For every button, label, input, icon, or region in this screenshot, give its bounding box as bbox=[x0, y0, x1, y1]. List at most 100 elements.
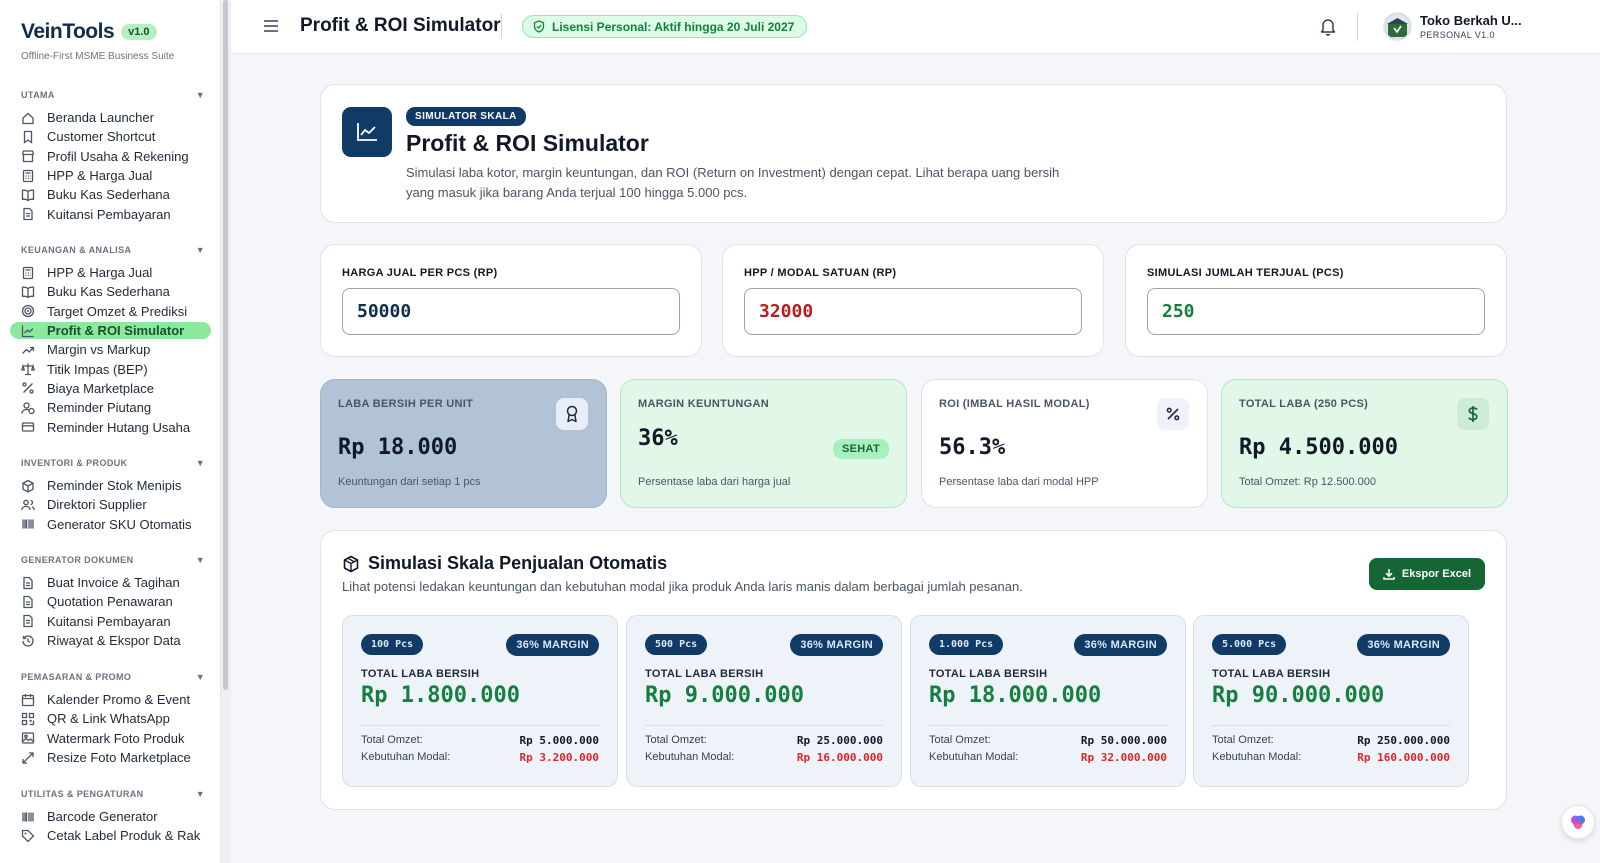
calculator-icon bbox=[21, 266, 35, 280]
sidebar-item-barcode-generator[interactable]: Barcode Generator bbox=[21, 807, 205, 826]
tier-omzet-row: Total Omzet: Rp 25.000.000 bbox=[645, 734, 883, 747]
sidebar-item-label: HPP & Harga Jual bbox=[47, 168, 153, 184]
sidebar-section-header[interactable]: UTAMA ▼ bbox=[21, 88, 205, 102]
quantity-pill: 1.000 Pcs bbox=[929, 634, 1004, 655]
sidebar-item-label: Profit & ROI Simulator bbox=[47, 323, 185, 339]
selling-price-label: HARGA JUAL PER PCS (RP) bbox=[342, 267, 498, 279]
book-icon bbox=[21, 285, 35, 299]
quantity-input[interactable] bbox=[1147, 288, 1485, 335]
sidebar-item-profil-usaha-rekening[interactable]: Profil Usaha & Rekening bbox=[21, 147, 205, 166]
chevron-down-icon[interactable]: ▼ bbox=[195, 245, 205, 255]
sidebar-item-beranda-launcher[interactable]: Beranda Launcher bbox=[21, 108, 205, 127]
selling-price-input[interactable] bbox=[342, 288, 680, 335]
sidebar-item-quotation-penawaran[interactable]: Quotation Penawaran bbox=[21, 592, 205, 611]
avatar[interactable] bbox=[1383, 12, 1412, 41]
sidebar-item-titik-impas-bep[interactable]: Titik Impas (BEP) bbox=[21, 359, 205, 378]
sidebar-item-label: Target Omzet & Prediksi bbox=[47, 303, 188, 319]
hero-badge: SIMULATOR SKALA bbox=[406, 107, 526, 126]
sidebar-item-profit-roi-simulator[interactable]: Profit & ROI Simulator bbox=[10, 321, 211, 340]
user-name[interactable]: Toko Berkah U... bbox=[1420, 13, 1522, 28]
license-badge: Lisensi Personal: Aktif hingga 20 Juli 2… bbox=[522, 15, 808, 38]
hero-card: SIMULATOR SKALA Profit & ROI Simulator S… bbox=[320, 84, 1507, 223]
sidebar-item-reminder-hutang-usaha[interactable]: Reminder Hutang Usaha bbox=[21, 417, 205, 436]
tier-omzet-row: Total Omzet: Rp 5.000.000 bbox=[361, 734, 599, 747]
sidebar-item-label: Buku Kas Sederhana bbox=[47, 284, 170, 300]
stat-subtext: Persentase laba dari harga jual bbox=[638, 476, 791, 488]
cost-input[interactable] bbox=[744, 288, 1082, 335]
sidebar-item-label: Profil Usaha & Rekening bbox=[47, 148, 189, 164]
sidebar-item-buku-kas-sederhana[interactable]: Buku Kas Sederhana bbox=[21, 185, 205, 204]
sidebar-item-riwayat-ekspor-data[interactable]: Riwayat & Ekspor Data bbox=[21, 631, 205, 650]
sidebar-item-kalender-promo-event[interactable]: Kalender Promo & Event bbox=[21, 690, 205, 709]
stat-subtext: Keuntungan dari setiap 1 pcs bbox=[338, 476, 481, 488]
sidebar-item-biaya-marketplace[interactable]: Biaya Marketplace bbox=[21, 379, 205, 398]
credit-card-icon bbox=[21, 420, 35, 434]
scale-title: Simulasi Skala Penjualan Otomatis bbox=[368, 553, 668, 573]
sidebar-item-label: Kalender Promo & Event bbox=[47, 692, 191, 708]
assistant-brain-icon[interactable] bbox=[1561, 805, 1595, 839]
barcode-icon bbox=[21, 810, 35, 824]
bell-icon[interactable] bbox=[1319, 17, 1337, 41]
chevron-down-icon[interactable]: ▼ bbox=[195, 90, 205, 100]
chevron-down-icon[interactable]: ▼ bbox=[195, 672, 205, 682]
menu-icon[interactable] bbox=[263, 18, 279, 39]
sidebar-item-label: Resize Foto Marketplace bbox=[47, 750, 191, 766]
tier-modal-row: Kebutuhan Modal: Rp 32.000.000 bbox=[929, 751, 1167, 764]
chevron-down-icon[interactable]: ▼ bbox=[195, 789, 205, 799]
sidebar-item-qr-link-whatsapp[interactable]: QR & Link WhatsApp bbox=[21, 709, 205, 728]
sidebar-item-hpp-harga-jual[interactable]: HPP & Harga Jual bbox=[21, 166, 205, 185]
scale-tier-card: 100 Pcs 36% MARGIN TOTAL LABA BERSIH Rp … bbox=[342, 615, 618, 787]
calculator-icon bbox=[21, 169, 35, 183]
sidebar-item-watermark-foto-produk[interactable]: Watermark Foto Produk bbox=[21, 729, 205, 748]
sidebar-item-cetak-label-produk-rak[interactable]: Cetak Label Produk & Rak bbox=[21, 826, 205, 845]
barcode-icon bbox=[21, 517, 35, 531]
sidebar-item-resize-foto-marketplace[interactable]: Resize Foto Marketplace bbox=[21, 748, 205, 767]
chart-line-icon bbox=[21, 324, 35, 338]
chevron-down-icon[interactable]: ▼ bbox=[195, 555, 205, 565]
margin-pill: 36% MARGIN bbox=[790, 634, 883, 656]
header-divider bbox=[501, 14, 502, 38]
chevron-down-icon[interactable]: ▼ bbox=[195, 458, 205, 468]
download-icon bbox=[1383, 569, 1395, 580]
box-icon bbox=[21, 479, 35, 493]
stat-label: TOTAL LABA (250 PCS) bbox=[1239, 398, 1369, 410]
stat-card-margin: MARGIN KEUNTUNGAN 36% SEHAT Persentase l… bbox=[620, 379, 907, 508]
users-icon bbox=[21, 498, 35, 512]
sidebar-item-label: Reminder Stok Menipis bbox=[47, 478, 182, 494]
scale-subtitle: Lihat potensi ledakan keuntungan dan keb… bbox=[342, 579, 1023, 594]
user-plan: PERSONAL V1.0 bbox=[1420, 30, 1495, 40]
omzet-label: Total Omzet: bbox=[929, 734, 991, 746]
tier-profit-label: TOTAL LABA BERSIH bbox=[361, 668, 480, 680]
sidebar-item-direktori-supplier[interactable]: Direktori Supplier bbox=[21, 495, 205, 514]
sidebar-section-header[interactable]: INVENTORI & PRODUK ▼ bbox=[21, 456, 205, 470]
sidebar-item-margin-vs-markup[interactable]: Margin vs Markup bbox=[21, 340, 205, 359]
quantity-card: SIMULASI JUMLAH TERJUAL (PCS) bbox=[1125, 244, 1507, 357]
sidebar-section-header[interactable]: UTILITAS & PENGATURAN ▼ bbox=[21, 787, 205, 801]
sidebar-section-header[interactable]: GENERATOR DOKUMEN ▼ bbox=[21, 553, 205, 567]
sidebar-item-customer-shortcut[interactable]: Customer Shortcut bbox=[21, 127, 205, 146]
trend-up-icon bbox=[21, 343, 35, 357]
margin-pill: 36% MARGIN bbox=[1074, 634, 1167, 656]
home-icon bbox=[21, 111, 35, 125]
sidebar-item-buku-kas-sederhana[interactable]: Buku Kas Sederhana bbox=[21, 282, 205, 301]
sidebar-item-label: Buat Invoice & Tagihan bbox=[47, 575, 180, 591]
sidebar-item-buat-invoice-tagihan[interactable]: Buat Invoice & Tagihan bbox=[21, 573, 205, 592]
sidebar-item-kuitansi-pembayaran[interactable]: Kuitansi Pembayaran bbox=[21, 612, 205, 631]
stat-card-profit-per-unit: LABA BERSIH PER UNIT Rp 18.000 Keuntunga… bbox=[320, 379, 607, 508]
sidebar-item-kuitansi-pembayaran[interactable]: Kuitansi Pembayaran bbox=[21, 204, 205, 223]
stat-label: ROI (IMBAL HASIL MODAL) bbox=[939, 398, 1090, 410]
export-excel-button[interactable]: Ekspor Excel bbox=[1368, 558, 1485, 590]
sidebar-scrollbar-thumb[interactable] bbox=[223, 0, 228, 690]
sidebar-item-reminder-stok-menipis[interactable]: Reminder Stok Menipis bbox=[21, 476, 205, 495]
tag-icon bbox=[21, 829, 35, 843]
sidebar-item-target-omzet-prediksi[interactable]: Target Omzet & Prediksi bbox=[21, 302, 205, 321]
sidebar-section-header[interactable]: PEMASARAN & PROMO ▼ bbox=[21, 670, 205, 684]
sidebar-item-reminder-piutang[interactable]: Reminder Piutang bbox=[21, 398, 205, 417]
sidebar-item-label: Barcode Generator bbox=[47, 809, 158, 825]
section-title: GENERATOR DOKUMEN bbox=[21, 555, 134, 565]
sidebar-section-header[interactable]: KEUANGAN & ANALISA ▼ bbox=[21, 243, 205, 257]
version-badge: v1.0 bbox=[121, 24, 157, 40]
sidebar-item-generator-sku-otomatis[interactable]: Generator SKU Otomatis bbox=[21, 515, 205, 534]
divider bbox=[929, 725, 1167, 726]
sidebar-item-hpp-harga-jual[interactable]: HPP & Harga Jual bbox=[21, 263, 205, 282]
